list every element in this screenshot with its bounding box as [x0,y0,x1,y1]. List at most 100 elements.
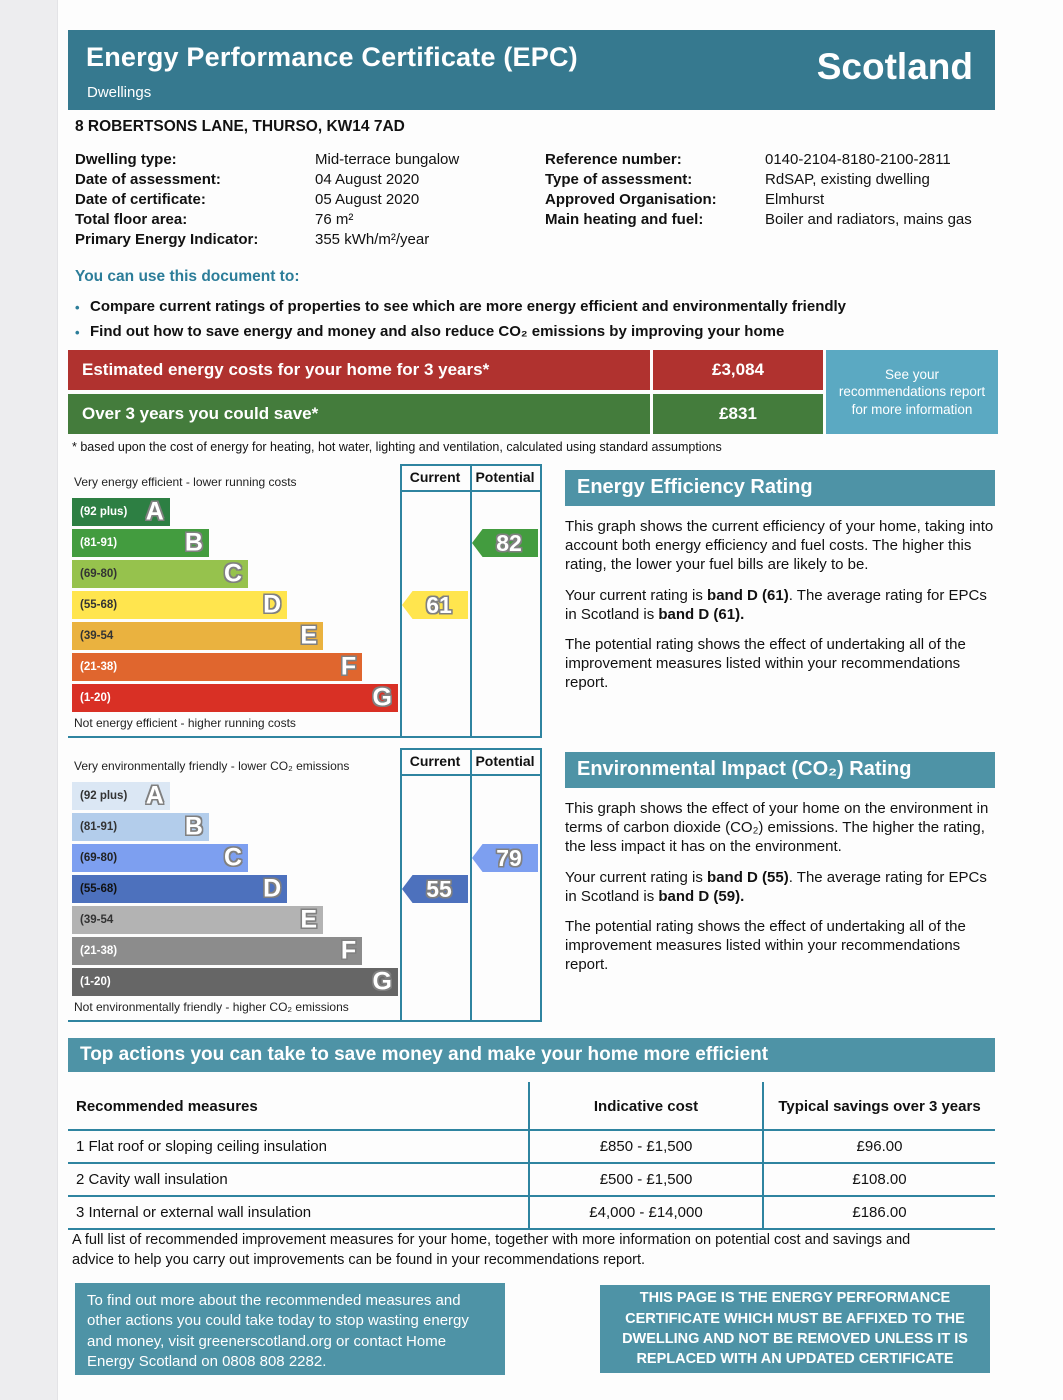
band-range-label: (55-68) [80,599,118,611]
text-segment: This graph shows the current efficiency … [565,518,994,574]
current-rating-arrow: 61 [402,591,468,619]
emphasized-text: band D (61) [707,586,789,604]
panel-paragraph: Your current rating is band D (61). The … [565,586,995,624]
band-letter: G [372,967,392,996]
detail-value: Elmhurst [765,191,825,208]
bullet-item: • Find out how to save energy and money a… [75,322,1000,342]
bullet-text: Compare current ratings of properties to… [90,298,847,315]
band-letter: F [340,652,357,681]
band-letter: E [300,905,318,934]
table-cell-savings: £108.00 [762,1164,995,1197]
text-segment: . The average rating for EPCs in Scotlan… [565,586,987,623]
more-information-box: To find out more about the recommended m… [75,1283,505,1375]
detail-row: Date of assessment: 04 August 2020 [75,170,515,190]
chart-bottom-border [68,1020,542,1022]
bullet-icon: • [75,325,80,340]
panel-paragraph: This graph shows the current efficiency … [565,517,995,575]
chart-bottom-border [68,736,542,738]
band-range-label: (92 plus) [80,506,128,518]
chart-top-caption: Very energy efficient - lower running co… [74,475,297,489]
column-divider [540,464,542,738]
emphasized-text: band D (55) [707,868,789,886]
detail-row: Type of assessment: RdSAP, existing dwell… [545,170,995,190]
rating-band-e: (39-54 E [72,621,324,650]
column-divider [540,748,542,1022]
rating-band-b: (81-91) B [72,813,209,841]
detail-value: 76 m² [315,211,354,228]
text-segment: This graph shows the effect of your home… [565,800,989,856]
detail-row: Main heating and fuel: Boiler and radiato… [545,210,995,230]
band-range-label: (81-91) [80,537,118,549]
band-letter: B [184,812,203,841]
header-region: Scotland [816,46,973,87]
detail-row: Reference number: 0140-2104-8180-2100-281… [545,150,995,170]
band-range-label: (81-91) [80,821,118,833]
band-range-label: (69-80) [80,852,118,864]
band-range-label: (55-68) [80,883,118,895]
chart-bottom-caption: Not energy efficient - higher running co… [74,716,296,730]
property-address: 8 ROBERTSONS LANE, THURSO, KW14 7AD [75,118,405,135]
band-letter: E [300,621,318,650]
detail-row: Total floor area: 76 m² [75,210,515,230]
panel-paragraph: This graph shows the effect of your home… [565,799,995,857]
detail-value: 05 August 2020 [315,191,420,208]
environmental-impact-panel: Environmental Impact (CO₂) Rating This g… [565,752,995,986]
chart-bottom-caption: Not environmentally friendly - higher CO… [74,1000,349,1014]
rating-band-c: (69-80) C [72,560,249,588]
band-letter: A [145,497,164,526]
band-letter: D [263,590,282,619]
page-margin-strip [0,0,58,1400]
bullet-item: • Compare current ratings of properties t… [75,297,1000,317]
column-divider [470,464,472,738]
current-rating-arrow: 55 [402,875,468,903]
band-letter: F [340,936,357,965]
table-cell-measure: 1 Flat roof or sloping ceiling insulatio… [68,1131,528,1164]
current-column-header: Current [409,469,461,485]
detail-label: Date of assessment: [75,171,221,188]
rating-band-d: (55-68) D [72,590,288,619]
usage-bullets: • Compare current ratings of properties t… [75,297,1000,347]
emphasized-text: band D (59). [658,887,745,905]
detail-row: Approved Organisation: Elmhurst [545,190,995,210]
band-letter: B [184,528,203,557]
table-cell-cost: £500 - £1,500 [528,1164,762,1197]
rating-band-g: (1-20) G [72,684,398,712]
table-header-cost: Indicative cost [528,1082,762,1131]
chart-top-caption: Very environmentally friendly - lower CO… [74,759,350,773]
header-subtitle: Dwellings [87,84,152,101]
property-details-left: Dwelling type: Mid-terrace bungalow Date … [75,150,515,250]
certificate-affix-notice: THIS PAGE IS THE ENERGY PERFORMANCE CERT… [600,1285,990,1373]
detail-row: Dwelling type: Mid-terrace bungalow [75,150,515,170]
panel-paragraph: Your current rating is band D (55). The … [565,868,995,906]
column-divider [400,464,402,738]
detail-value: 04 August 2020 [315,171,420,188]
rating-band-a: (92 plus) A [72,782,170,810]
band-range-label: (21-38) [80,945,118,957]
rating-band-e: (39-54 E [72,905,324,934]
table-cell-cost: £4,000 - £14,000 [528,1197,762,1230]
column-header-underline [400,774,542,776]
text-segment: The potential rating shows the effect of… [565,635,966,692]
rating-bands: (92 plus) A (81-91) B (69-80) C (55-68) D (39-54… [72,782,398,999]
detail-label: Dwelling type: [75,151,177,168]
rating-band-d: (55-68) D [72,875,288,903]
table-cell-cost: £850 - £1,500 [528,1131,762,1164]
emphasized-text: band D (61). [658,605,745,623]
detail-value: Mid-terrace bungalow [315,151,460,168]
potential-rating-arrow: 82 [472,529,538,557]
detail-value: 355 kWh/m²/year [315,231,430,248]
energy-costs-banner: Estimated energy costs for your home for… [68,350,998,434]
certificate-header: Energy Performance Certificate (EPC) Dwe… [68,30,995,110]
bullet-icon: • [75,300,80,315]
band-range-label: (1-20) [80,976,111,988]
table-cell-savings: £96.00 [762,1131,995,1164]
column-top-border [400,464,542,466]
rating-band-b: (81-91) B [72,529,209,557]
detail-label: Type of assessment: [545,171,693,188]
text-segment: Your current rating is [565,868,708,886]
potential-column-header: Potential [475,753,535,769]
detail-label: Reference number: [545,151,682,168]
column-top-border [400,748,542,750]
detail-label: Date of certificate: [75,191,206,208]
